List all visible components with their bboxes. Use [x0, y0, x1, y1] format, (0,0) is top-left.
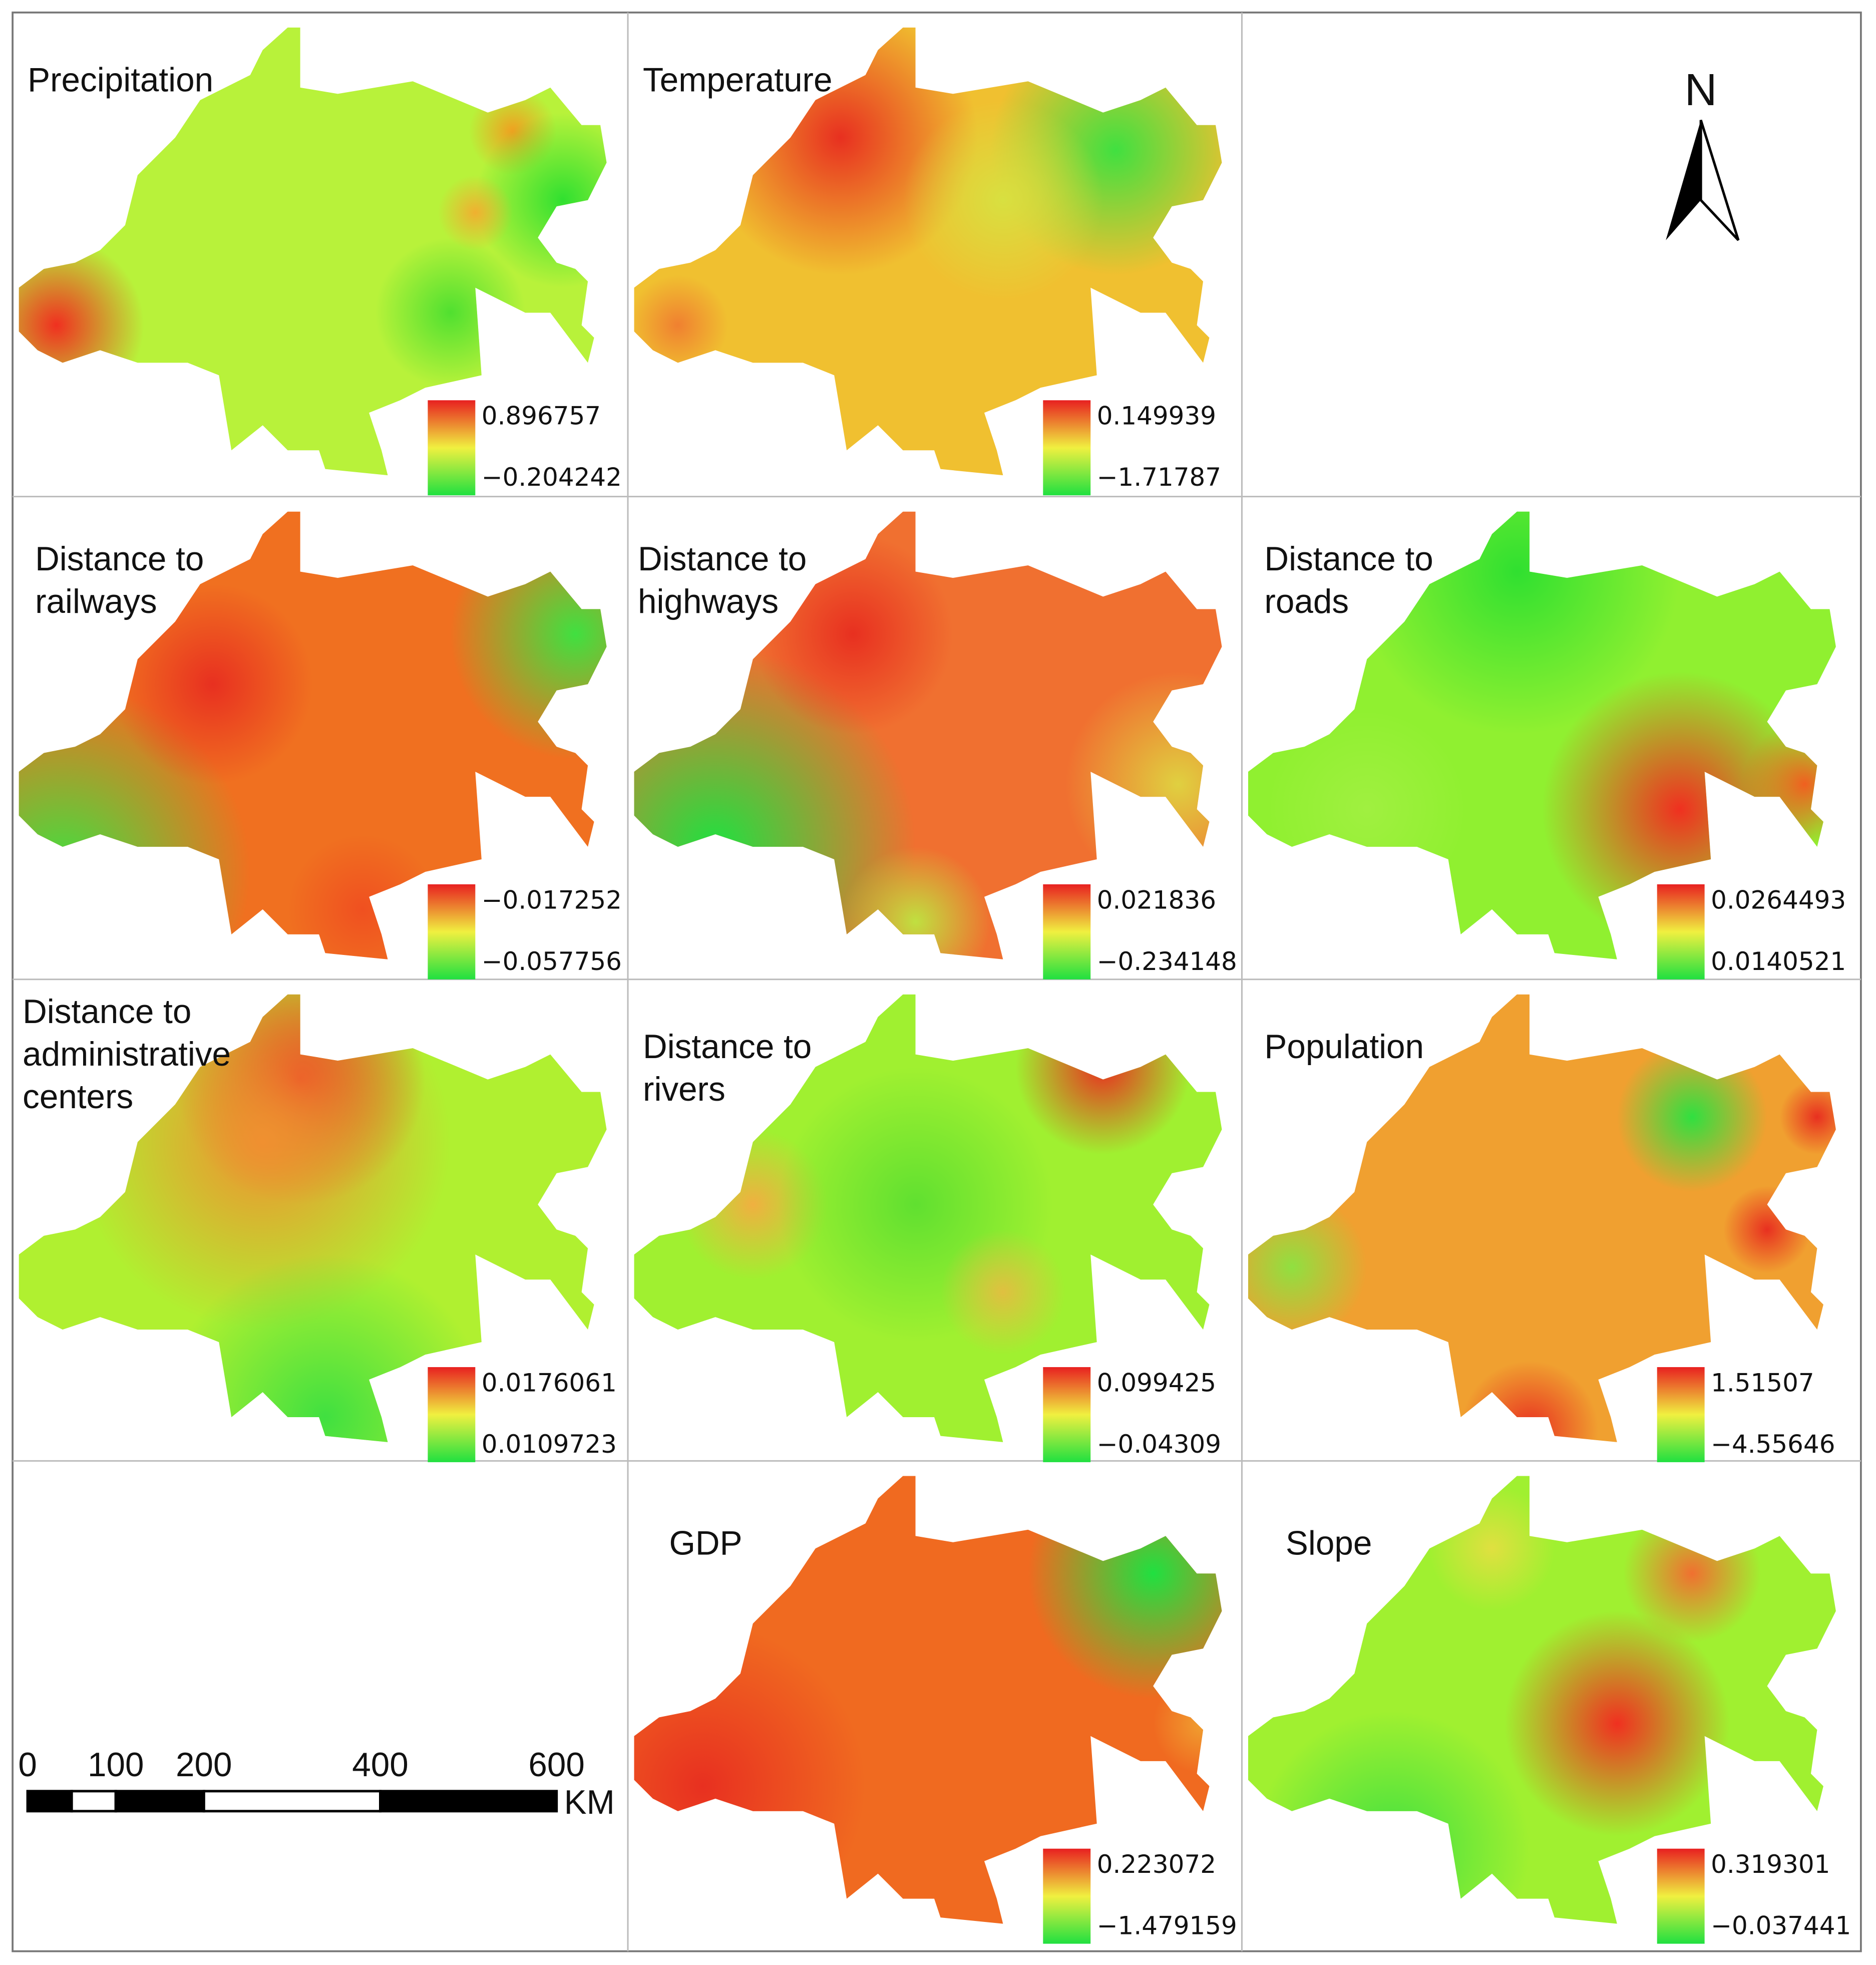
- legend-max: 0.0264493: [1711, 885, 1846, 914]
- legend-max: 0.896757: [482, 402, 601, 431]
- map-blob: [1354, 511, 1680, 735]
- scale-unit: KM: [564, 1784, 615, 1821]
- map-blob: [1617, 1042, 1767, 1192]
- legend-ramp: [1657, 1367, 1705, 1462]
- panel-title: administrative: [23, 1036, 231, 1073]
- scale-segment: [202, 1790, 382, 1813]
- scale-segment: [114, 1790, 205, 1813]
- panel-title: Distance to: [643, 1028, 812, 1066]
- map-blob: [1504, 1611, 1730, 1836]
- legend-max: 1.51507: [1711, 1369, 1814, 1398]
- legend-min: −0.204242: [482, 463, 622, 492]
- panel-title: Distance to: [35, 540, 204, 578]
- legend-ramp: [1043, 1848, 1091, 1944]
- legend-max: 0.223072: [1097, 1850, 1216, 1879]
- map-blob: [1779, 1079, 1836, 1155]
- map-blob: [634, 275, 728, 376]
- panel-title: Precipitation: [28, 61, 213, 99]
- map-blob: [112, 584, 313, 785]
- legend-max: −0.017252: [482, 885, 622, 914]
- legend-max: 0.099425: [1097, 1369, 1216, 1398]
- panel-title: highways: [638, 583, 779, 620]
- arrow-right: [1699, 120, 1740, 241]
- panel-title: Temperature: [643, 61, 833, 99]
- scale-tick-label: 400: [352, 1746, 409, 1784]
- legend-ramp: [428, 1367, 476, 1462]
- legend-min: −0.037441: [1711, 1911, 1851, 1940]
- scale-segment: [26, 1790, 73, 1813]
- map-blob: [162, 1254, 488, 1442]
- scale-segment: [70, 1790, 117, 1813]
- legend-ramp: [1043, 884, 1091, 979]
- legend-max: 0.0176061: [482, 1369, 617, 1398]
- map-blob: [940, 1229, 1066, 1355]
- panel-title: Distance to: [23, 993, 191, 1031]
- legend-ramp: [1657, 884, 1705, 979]
- legend-min: −1.71787: [1097, 463, 1221, 492]
- legend-ramp: [1043, 400, 1091, 496]
- north-label: N: [1685, 65, 1717, 115]
- legend-ramp: [1043, 1367, 1091, 1462]
- map-blob: [438, 175, 513, 250]
- panel-title: GDP: [669, 1525, 742, 1562]
- panel-title: Distance to: [638, 540, 807, 578]
- scale-segment: [379, 1790, 558, 1813]
- scale-tick-label: 100: [88, 1746, 144, 1784]
- panel-title: rivers: [643, 1071, 725, 1108]
- legend-ramp: [1657, 1848, 1705, 1944]
- map-blob: [903, 100, 1103, 300]
- legend-ramp: [428, 400, 476, 496]
- legend-min: 0.0109723: [482, 1430, 617, 1459]
- legend-min: −0.04309: [1097, 1430, 1221, 1459]
- panel-title: Slope: [1286, 1525, 1372, 1562]
- legend-max: 0.149939: [1097, 402, 1216, 431]
- panel-title: centers: [23, 1078, 133, 1116]
- panel-title: Population: [1264, 1028, 1424, 1066]
- legend-max: 0.021836: [1097, 885, 1216, 914]
- legend-min: −0.234148: [1097, 947, 1237, 976]
- legend-min: −0.057756: [482, 947, 622, 976]
- legend-min: −4.55646: [1711, 1430, 1835, 1459]
- panel-title: Distance to: [1264, 540, 1433, 578]
- panel-grid: [13, 12, 1861, 1951]
- legend-min: −1.479159: [1097, 1911, 1237, 1940]
- panel-title: roads: [1264, 583, 1349, 620]
- legend-min: 0.0140521: [1711, 947, 1846, 976]
- legend-max: 0.319301: [1711, 1850, 1830, 1879]
- scale-tick-label: 200: [176, 1746, 232, 1784]
- panel-title: railways: [35, 583, 157, 620]
- scale-tick-label: 600: [528, 1746, 585, 1784]
- scale-tick-label: 0: [18, 1746, 37, 1784]
- legend-ramp: [428, 884, 476, 979]
